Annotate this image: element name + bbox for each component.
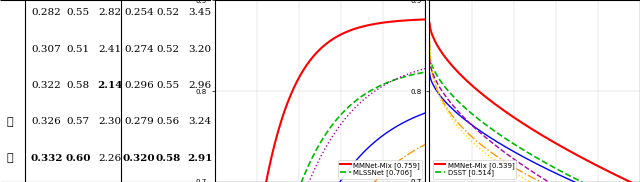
Text: 0.279: 0.279 — [124, 117, 154, 126]
MMNet-Mix [0.539] — [438, 52, 446, 54]
MMNet-Mix [0.539] — [618, 177, 626, 179]
Text: 2.14: 2.14 — [97, 81, 122, 90]
MMNet-Mix [0.539] — [426, 22, 433, 24]
Text: 0.55: 0.55 — [67, 8, 90, 17]
Text: 0.332: 0.332 — [30, 154, 63, 163]
MMNet-Mix [0.539] — [625, 181, 633, 182]
MMNet-Mix [0.539] — [434, 46, 442, 48]
Text: ✓: ✓ — [6, 153, 13, 163]
MLSSNet [0.706] — [411, 73, 419, 75]
DSST [0.514] — [434, 76, 442, 78]
MLSSNet [0.706] — [403, 75, 411, 77]
Text: 0.51: 0.51 — [67, 45, 90, 54]
Text: 3.24: 3.24 — [188, 117, 212, 126]
Text: 2.96: 2.96 — [188, 81, 212, 90]
MMNet-Mix [0.759] — [421, 18, 429, 21]
Text: 2.82: 2.82 — [98, 8, 121, 17]
Text: 0.274: 0.274 — [124, 45, 154, 54]
Text: 0.307: 0.307 — [31, 45, 61, 54]
Text: 2.41: 2.41 — [98, 45, 121, 54]
Line: MMNet-Mix [0.539]: MMNet-Mix [0.539] — [429, 23, 640, 182]
Text: 0.326: 0.326 — [31, 117, 61, 126]
Text: 0.296: 0.296 — [124, 81, 154, 90]
Text: 0.57: 0.57 — [67, 117, 90, 126]
Text: 2.30: 2.30 — [98, 117, 121, 126]
MMNet-Mix [0.539] — [482, 96, 490, 98]
Text: 2.26: 2.26 — [98, 154, 121, 163]
MMNet-Mix [0.539] — [465, 81, 472, 84]
Text: 0.320: 0.320 — [123, 154, 156, 163]
DSST [0.514] — [482, 123, 490, 126]
Line: MLSSNet [0.706]: MLSSNet [0.706] — [215, 72, 425, 182]
DSST [0.514] — [438, 82, 446, 84]
DSST [0.514] — [426, 54, 433, 56]
Text: 0.60: 0.60 — [65, 154, 91, 163]
Legend: MMNet-Mix [0.539], DSST [0.514]: MMNet-Mix [0.539], DSST [0.514] — [433, 160, 516, 179]
Text: 3.20: 3.20 — [188, 45, 212, 54]
MMNet-Mix [0.759] — [403, 19, 411, 21]
DSST [0.514] — [465, 110, 472, 112]
MMNet-Mix [0.759] — [267, 159, 275, 161]
Text: 0.55: 0.55 — [157, 81, 180, 90]
Text: 2.91: 2.91 — [188, 154, 212, 163]
MLSSNet [0.706] — [421, 71, 429, 73]
Text: 0.58: 0.58 — [156, 154, 181, 163]
Text: 0.52: 0.52 — [157, 8, 180, 17]
Text: 3.45: 3.45 — [188, 8, 212, 17]
Legend: MMNet-Mix [0.759], MLSSNet [0.706]: MMNet-Mix [0.759], MLSSNet [0.706] — [339, 160, 422, 179]
Text: 0.282: 0.282 — [31, 8, 61, 17]
Line: DSST [0.514]: DSST [0.514] — [429, 55, 640, 182]
Text: 0.52: 0.52 — [157, 45, 180, 54]
Text: 0.58: 0.58 — [67, 81, 90, 90]
Text: ✓: ✓ — [6, 117, 13, 127]
Text: 0.56: 0.56 — [157, 117, 180, 126]
MMNet-Mix [0.759] — [411, 19, 419, 21]
Text: 0.254: 0.254 — [124, 8, 154, 17]
Text: 0.322: 0.322 — [31, 81, 61, 90]
Line: MMNet-Mix [0.759]: MMNet-Mix [0.759] — [215, 19, 425, 182]
